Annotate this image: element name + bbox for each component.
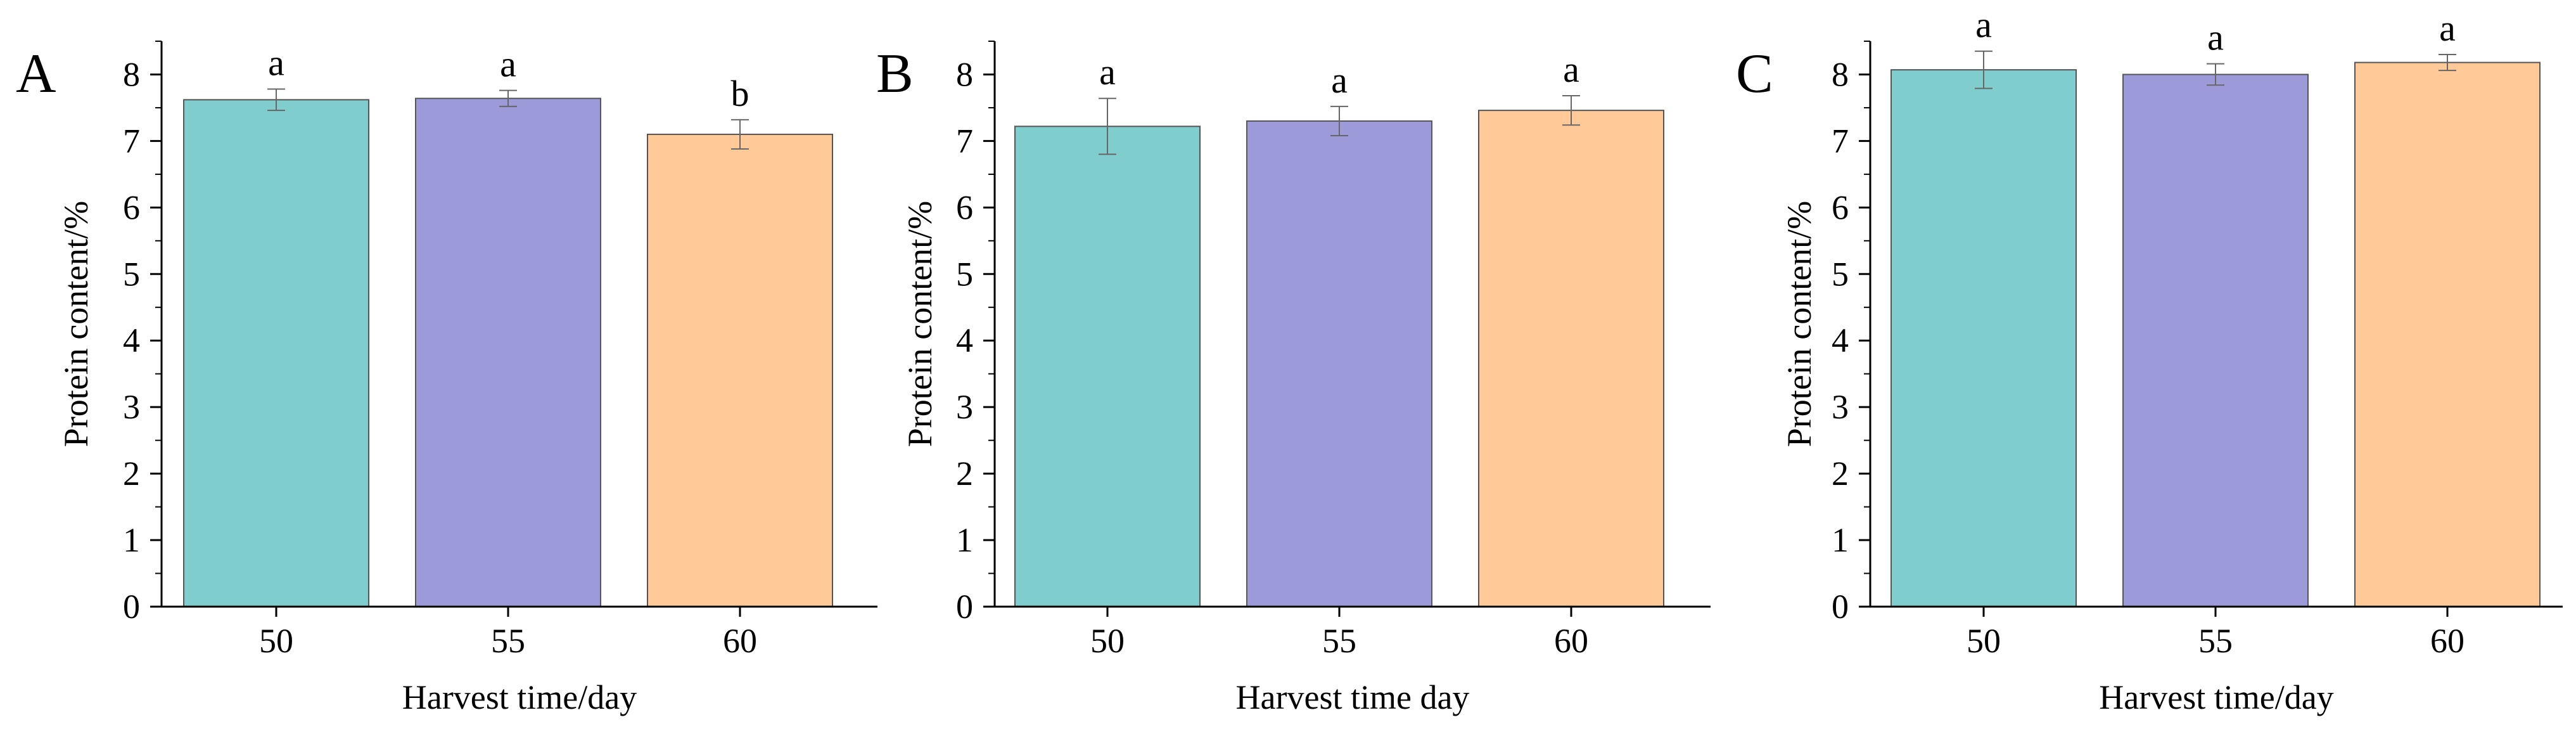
x-tick-label: 55 [1322,622,1356,660]
y-axis-label: Protein content/% [901,201,939,447]
y-tick-label: 0 [123,588,140,626]
y-tick-label: 7 [956,122,973,160]
significance-label: a [500,44,516,85]
significance-label: a [2207,17,2224,58]
significance-label: a [2439,8,2456,49]
y-tick-label: 1 [123,521,140,559]
y-axis-label: Protein content/% [57,201,95,447]
y-tick-label: 8 [123,55,140,93]
x-tick-label: 60 [1554,622,1588,660]
bar [1246,120,1432,608]
x-tick-label: 55 [2198,622,2233,660]
significance-label: a [1099,51,1116,93]
chart-panel-c: a 50 a 55 a 60 0 1 2 3 4 5 6 7 8 Harvest time/day Protei… [1736,4,2563,716]
significance-label: b [731,73,749,114]
y-tick-label: 4 [956,321,973,359]
chart-panel-b: a 50 a 55 a 60 0 1 2 3 4 5 6 7 8 Harvest time day Protei… [876,41,1711,716]
y-tick-label: 5 [956,255,973,293]
chart-panel-a: a 50 a 55 b 60 0 1 2 3 4 5 6 7 8 Harvest time/day Protei… [16,41,877,716]
x-axis-label: Harvest time day [1236,678,1470,716]
y-tick-label: 0 [1832,588,1849,626]
bar [1891,69,2077,608]
significance-label: a [1975,4,1992,46]
x-tick-label: 60 [723,622,757,660]
y-tick-label: 2 [956,455,973,493]
y-tick-label: 3 [956,388,973,426]
x-axis-label: Harvest time/day [402,678,637,716]
y-tick-label: 3 [1832,388,1849,426]
y-tick-label: 5 [1832,255,1849,293]
x-tick-label: 50 [259,622,293,660]
significance-label: a [1563,49,1579,90]
y-tick-label: 2 [123,455,140,493]
y-tick-label: 6 [1832,188,1849,226]
x-tick-label: 50 [1967,622,2001,660]
y-tick-label: 8 [956,55,973,93]
x-tick-label: 50 [1090,622,1125,660]
y-axis-label: Protein content/% [1780,201,1818,447]
bar [415,98,601,608]
bar [2122,74,2309,608]
bar [1014,126,1201,607]
significance-label: a [1331,60,1348,101]
y-tick-label: 6 [956,188,973,226]
panel-letter: A [16,43,56,105]
panel-letter: C [1736,43,1773,105]
y-tick-label: 0 [956,588,973,626]
bar [647,133,833,607]
y-tick-label: 7 [123,122,140,160]
x-axis-label: Harvest time/day [2099,678,2333,716]
y-tick-label: 4 [123,321,140,359]
y-tick-label: 6 [123,188,140,226]
bar [2354,61,2541,607]
x-tick-label: 55 [491,622,525,660]
y-tick-label: 7 [1832,122,1849,160]
y-tick-label: 3 [123,388,140,426]
y-tick-label: 1 [956,521,973,559]
x-tick-label: 60 [2430,622,2464,660]
y-tick-label: 4 [1832,321,1849,359]
y-tick-label: 2 [1832,455,1849,493]
significance-label: a [268,42,284,84]
y-tick-label: 1 [1832,521,1849,559]
bar [1478,110,1664,608]
bar [183,99,369,608]
y-tick-label: 8 [1832,55,1849,93]
y-tick-label: 5 [123,255,140,293]
panel-letter: B [876,43,914,105]
